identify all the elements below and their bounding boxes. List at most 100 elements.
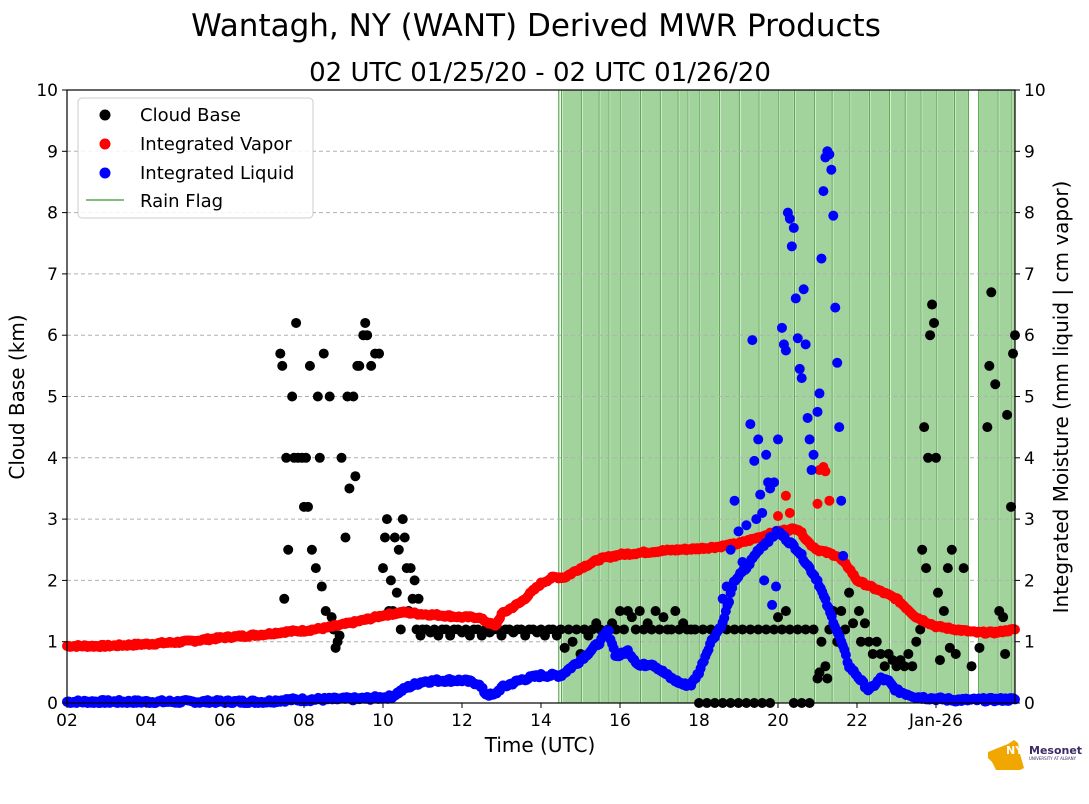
cloud-base-point bbox=[348, 391, 359, 402]
cloud-base-point bbox=[374, 348, 385, 359]
cloud-base-point bbox=[966, 661, 977, 672]
cloud-base-point bbox=[820, 661, 831, 672]
cloud-base-point bbox=[334, 630, 345, 641]
x-tick-label: 18 bbox=[688, 711, 710, 731]
cloud-base-point bbox=[646, 624, 657, 635]
cloud-base-point bbox=[919, 422, 930, 433]
cloud-base-point bbox=[634, 606, 645, 617]
x-tick-label: 12 bbox=[451, 711, 473, 731]
legend-marker-vapor bbox=[99, 138, 111, 150]
y-tick-label-left: 6 bbox=[47, 326, 58, 346]
cloud-base-point bbox=[773, 612, 783, 623]
y-tick-label-right: 0 bbox=[1024, 694, 1035, 714]
integrated-vapor-point bbox=[784, 507, 795, 518]
cloud-base-point bbox=[654, 624, 665, 635]
legend-label-cloud-base: Cloud Base bbox=[140, 105, 241, 126]
integrated-liquid-point bbox=[776, 322, 787, 333]
cloud-base-point bbox=[381, 514, 392, 525]
logo-subtitle-text: UNIVERSITY AT ALBANY bbox=[1029, 756, 1077, 761]
integrated-liquid-point bbox=[794, 363, 805, 374]
cloud-base-point bbox=[780, 606, 791, 617]
legend-label-rain-flag: Rain Flag bbox=[140, 191, 223, 212]
cloud-base-point bbox=[915, 624, 926, 635]
x-tick-label: 16 bbox=[609, 711, 631, 731]
cloud-base-point bbox=[336, 452, 347, 463]
cloud-base-point bbox=[340, 532, 351, 543]
integrated-liquid-point bbox=[751, 514, 762, 525]
integrated-liquid-point bbox=[749, 455, 760, 466]
cloud-base-point bbox=[362, 330, 373, 341]
integrated-liquid-point bbox=[802, 412, 813, 423]
cloud-base-point bbox=[853, 606, 864, 617]
rain-flag-span bbox=[582, 90, 599, 703]
cloud-base-point bbox=[784, 624, 795, 635]
y-tick-label-left: 1 bbox=[47, 633, 58, 653]
cloud-base-point bbox=[859, 618, 870, 629]
cloud-base-point bbox=[344, 483, 355, 494]
x-tick-label: 02 bbox=[56, 711, 78, 731]
cloud-base-point bbox=[690, 624, 701, 635]
cloud-base-point bbox=[393, 544, 404, 555]
cloud-base-point bbox=[378, 563, 388, 574]
y-axis-label-left: Cloud Base (km) bbox=[5, 314, 29, 479]
cloud-base-point bbox=[615, 606, 625, 617]
rain-flag-span bbox=[833, 90, 850, 703]
integrated-liquid-point bbox=[790, 293, 801, 304]
cloud-base-point bbox=[984, 360, 995, 371]
cloud-base-point bbox=[921, 563, 932, 574]
y-tick-label-left: 4 bbox=[47, 449, 58, 469]
cloud-base-point bbox=[563, 624, 574, 635]
integrated-liquid-point bbox=[753, 434, 764, 445]
x-tick-label: 04 bbox=[135, 711, 157, 731]
cloud-base-point bbox=[934, 655, 945, 666]
cloud-base-point bbox=[559, 642, 570, 653]
legend-label-liquid: Integrated Liquid bbox=[140, 163, 294, 184]
cloud-base-point bbox=[800, 624, 811, 635]
integrated-liquid-point bbox=[808, 449, 819, 460]
y-tick-label-right: 7 bbox=[1024, 265, 1035, 285]
integrated-liquid-point bbox=[792, 333, 803, 344]
cloud-base-point bbox=[879, 661, 890, 672]
integrated-liquid-point bbox=[737, 557, 748, 568]
chart-subtitle: 02 UTC 01/25/20 - 02 UTC 01/26/20 bbox=[309, 58, 771, 88]
cloud-base-point bbox=[729, 624, 740, 635]
cloud-base-point bbox=[1006, 501, 1017, 512]
legend-label-vapor: Integrated Vapor bbox=[140, 134, 292, 155]
cloud-base-point bbox=[385, 575, 396, 586]
cloud-base-point bbox=[291, 317, 302, 328]
cloud-base-point bbox=[753, 624, 764, 635]
integrated-liquid-point bbox=[733, 526, 744, 537]
integrated-liquid-point bbox=[834, 422, 845, 433]
y-tick-label-left: 8 bbox=[47, 204, 58, 224]
y-tick-label-right: 6 bbox=[1024, 326, 1035, 346]
integrated-liquid-point bbox=[755, 489, 766, 500]
x-tick-label: 08 bbox=[293, 711, 315, 731]
cloud-base-point bbox=[405, 563, 416, 574]
cloud-base-point bbox=[397, 514, 408, 525]
logo-nys-text: NYS bbox=[1006, 744, 1031, 757]
cloud-base-point bbox=[950, 648, 961, 659]
cloud-base-point bbox=[863, 636, 874, 647]
rain-flag-span bbox=[979, 90, 998, 703]
cloud-base-point bbox=[929, 317, 940, 328]
integrated-liquid-point bbox=[814, 388, 825, 399]
y-tick-label-right: 9 bbox=[1024, 142, 1035, 162]
y-tick-label-left: 10 bbox=[36, 81, 58, 101]
x-tick-label: 14 bbox=[530, 711, 552, 731]
x-tick-label: Jan-26 bbox=[908, 711, 963, 731]
y-tick-label-right: 3 bbox=[1024, 510, 1035, 530]
y-tick-label-left: 5 bbox=[47, 388, 58, 408]
y-tick-label-left: 0 bbox=[47, 694, 58, 714]
integrated-vapor-point bbox=[780, 490, 791, 501]
cloud-base-point bbox=[302, 501, 313, 512]
nys-mesonet-logo: NYS Mesonet UNIVERSITY AT ALBANY bbox=[988, 740, 1082, 770]
integrated-liquid-point bbox=[796, 373, 807, 384]
integrated-vapor-point bbox=[773, 511, 783, 522]
integrated-liquid-point bbox=[838, 550, 849, 561]
cloud-base-point bbox=[409, 575, 420, 586]
cloud-base-point bbox=[650, 606, 661, 617]
cloud-base-point bbox=[932, 587, 943, 598]
legend-box bbox=[77, 97, 314, 219]
cloud-base-point bbox=[630, 624, 641, 635]
